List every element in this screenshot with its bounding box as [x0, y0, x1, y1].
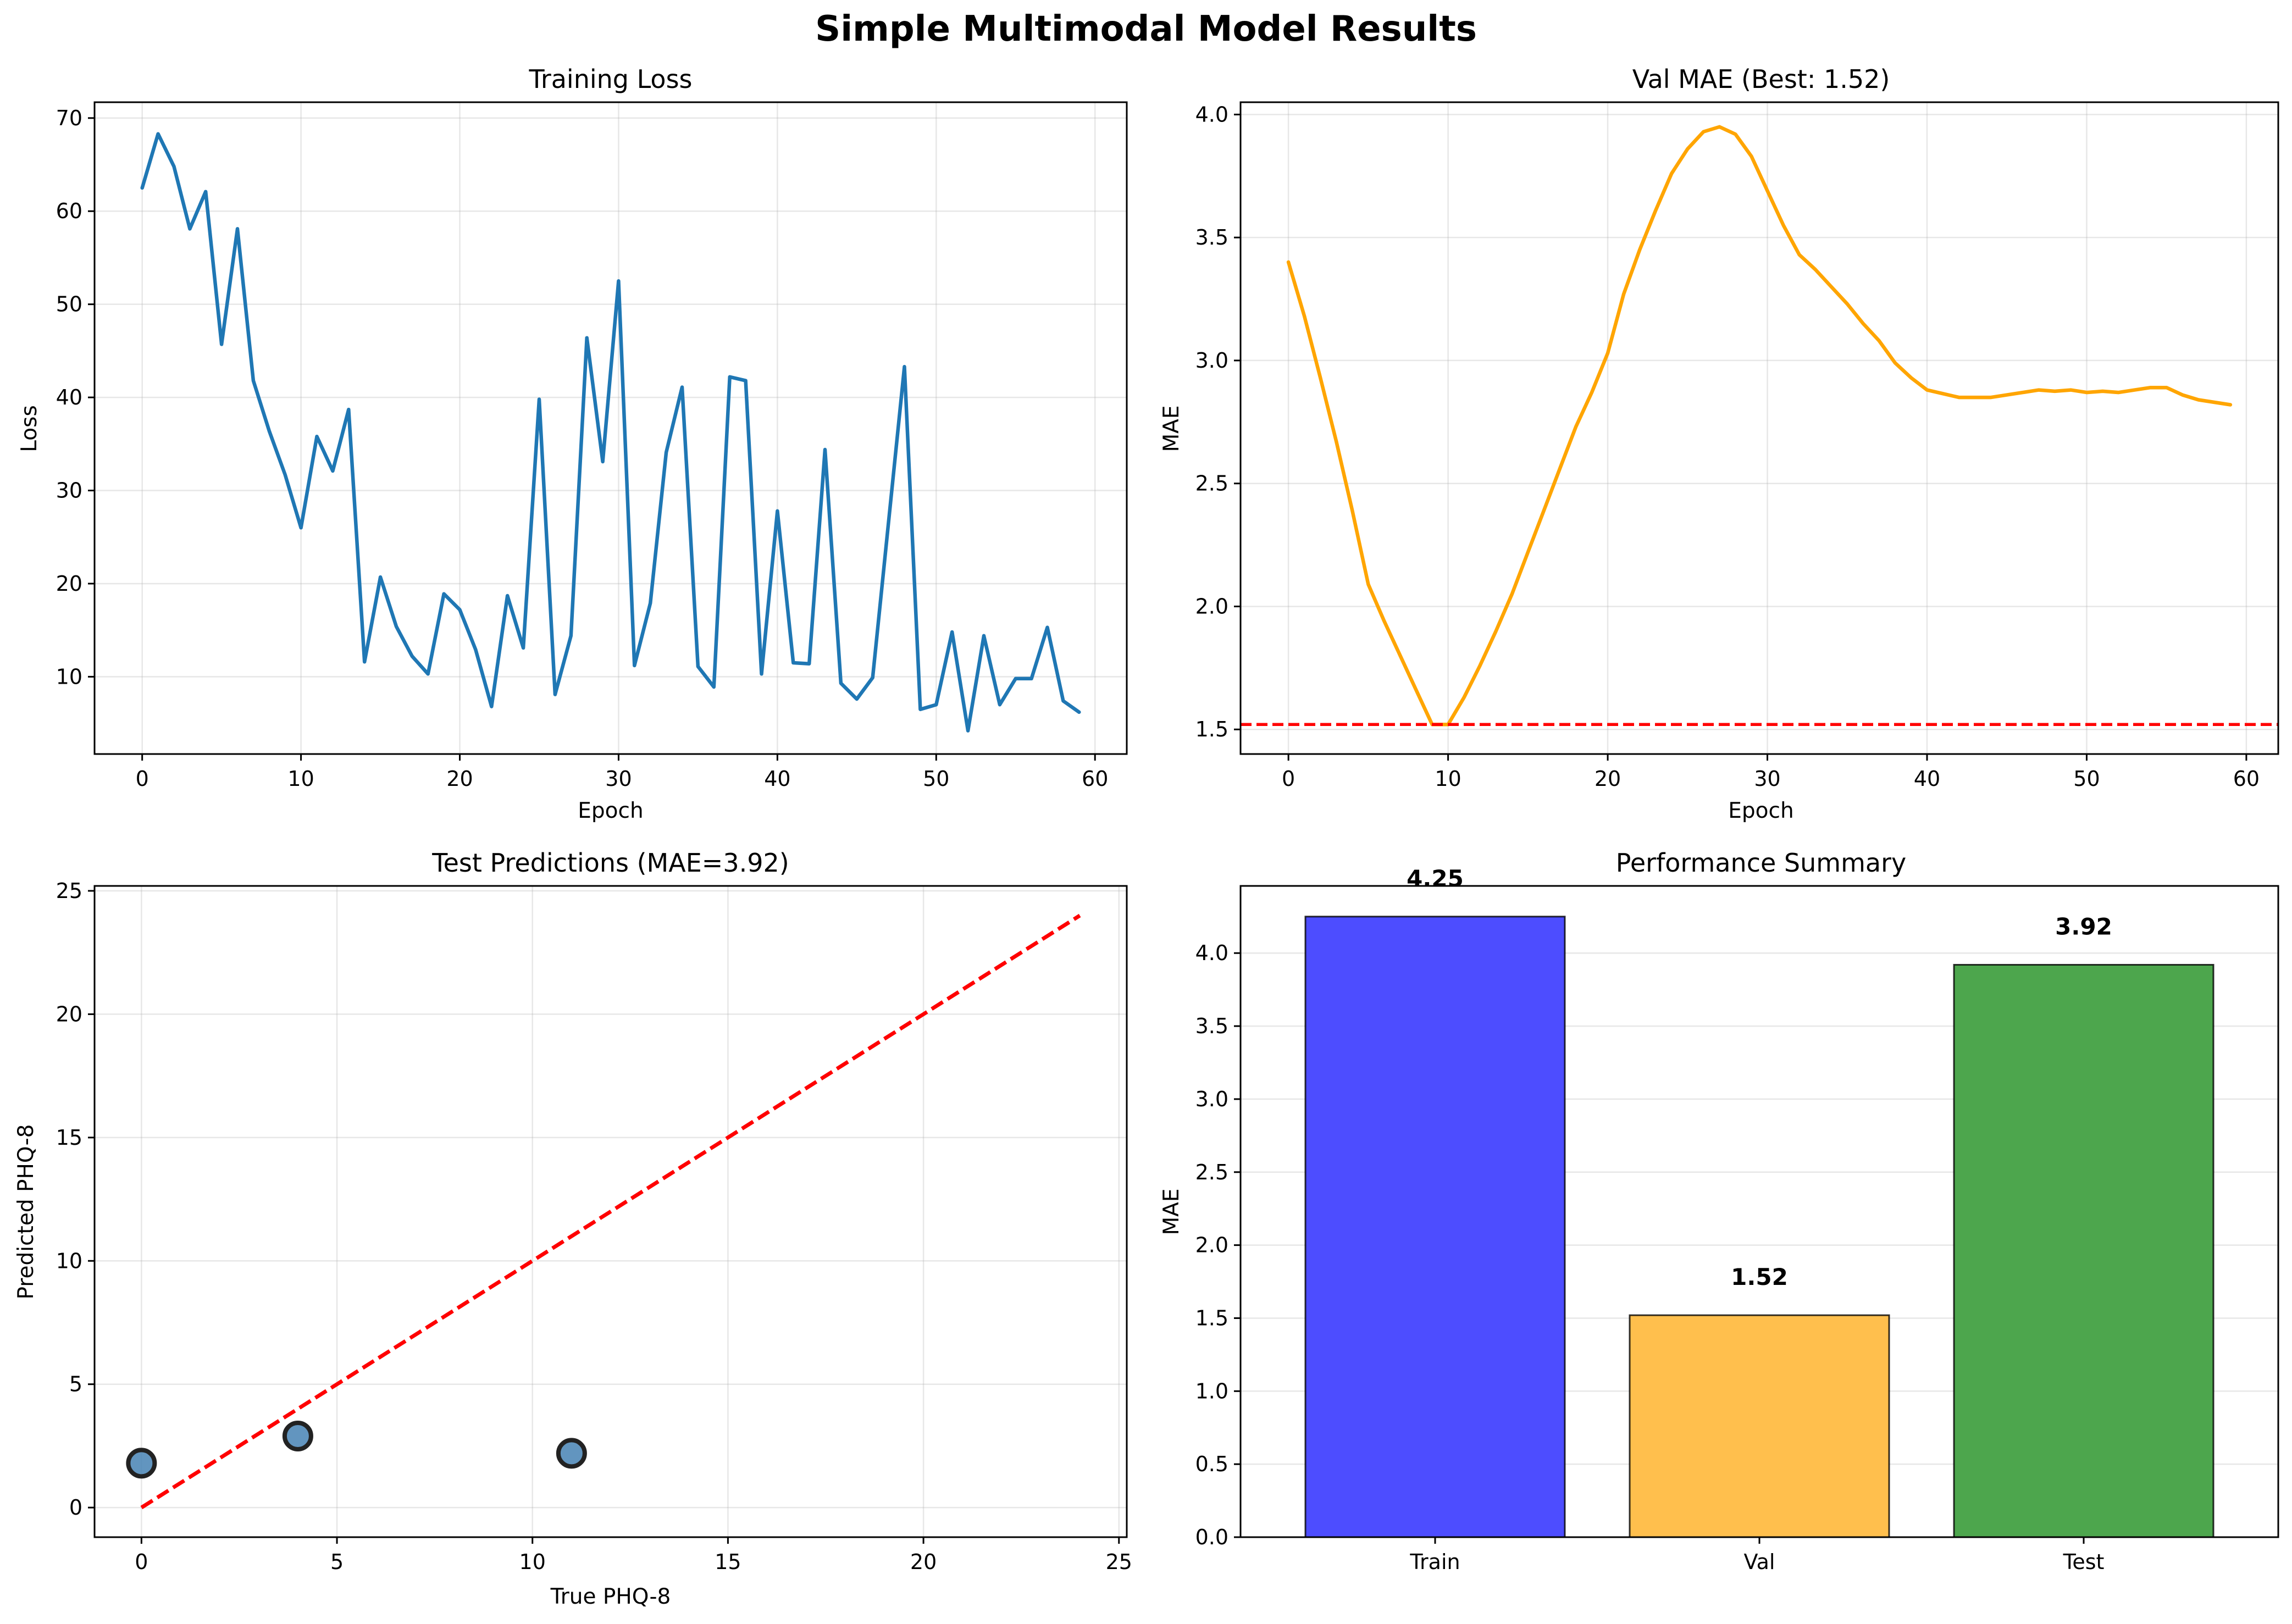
- test-predictions-chart-xtick-label: 25: [1106, 1550, 1132, 1574]
- performance-summary-chart-ytick-label: 2.5: [1195, 1160, 1228, 1184]
- performance-summary-chart-xtick-label: Train: [1409, 1550, 1460, 1574]
- performance-summary-chart-ytick-label: 1.5: [1195, 1306, 1228, 1330]
- performance-summary-chart-value-label: 3.92: [2055, 913, 2112, 940]
- test-predictions-chart-xlabel: True PHQ-8: [550, 1584, 671, 1609]
- figure-title: Simple Multimodal Model Results: [815, 9, 1477, 49]
- loss-chart-ytick-label: 40: [56, 385, 82, 409]
- performance-summary-chart-axes-frame: [1239, 885, 2279, 1538]
- test-predictions-chart-plot: 0 5 10 15 20 25 0 5 10 15 20 25: [56, 879, 1132, 1574]
- performance-summary-chart-ytick-label: 0.5: [1195, 1452, 1228, 1476]
- test-predictions-chart-xtick-label: 0: [135, 1550, 148, 1574]
- performance-summary-chart-ytick-label: 0.0: [1195, 1525, 1228, 1549]
- loss-chart-axes-frame: [93, 101, 1128, 755]
- performance-summary-chart-panel: Performance Summary MAE 0.0 0.5 1.0 1.5 2.0 2…: [1159, 848, 2279, 1574]
- loss-chart-ytick-label: 50: [56, 292, 82, 317]
- test-predictions-chart-point: [282, 1420, 313, 1451]
- val-mae-chart-xtick-label: 10: [1435, 767, 1461, 791]
- loss-chart-xlabel: Epoch: [578, 799, 643, 823]
- test-predictions-chart-identity-line: [140, 913, 1081, 1510]
- performance-summary-chart-value-label: 4.25: [1407, 865, 1464, 892]
- test-predictions-chart-axes-frame: [93, 885, 1128, 1538]
- val-mae-chart-xtick-label: 30: [1754, 767, 1780, 791]
- test-predictions-chart-title: Test Predictions (MAE=3.92): [431, 848, 789, 878]
- val-mae-chart-axes-frame: [1239, 101, 2279, 755]
- test-predictions-chart-ytick-label: 5: [69, 1372, 82, 1396]
- val-mae-chart-xtick-label: 40: [1914, 767, 1940, 791]
- test-predictions-chart-ytick-label: 15: [56, 1126, 82, 1150]
- test-predictions-chart-xtick-label: 20: [910, 1550, 937, 1574]
- performance-summary-chart-ylabel: MAE: [1159, 1189, 1184, 1235]
- val-mae-chart-ytick-label: 3.5: [1195, 225, 1228, 250]
- test-predictions-chart-ytick-label: 25: [56, 879, 82, 903]
- performance-summary-chart-xtick-label: Test: [2063, 1550, 2105, 1574]
- loss-chart-plot: 10 20 30 40 50 60 70 0 10 20 30 40 50 60: [56, 101, 1128, 791]
- performance-summary-chart-ytick-label: 4.0: [1195, 941, 1228, 965]
- test-predictions-chart-xtick-label: 15: [715, 1550, 741, 1574]
- performance-summary-chart-value-label: 1.52: [1731, 1263, 1788, 1290]
- loss-chart-xtick-label: 0: [136, 767, 149, 791]
- test-predictions-chart-xtick-label: 5: [330, 1550, 344, 1574]
- loss-chart-ytick-label: 70: [56, 106, 82, 130]
- loss-chart-panel: Training Loss Epoch Loss 10 20 30 40 50 60 70 0…: [17, 64, 1128, 823]
- test-predictions-chart-ytick-label: 20: [56, 1002, 82, 1026]
- loss-chart-title: Training Loss: [528, 64, 692, 94]
- val-mae-chart-xtick-label: 20: [1595, 767, 1621, 791]
- performance-summary-chart-ytick-label: 2.0: [1195, 1233, 1228, 1257]
- loss-chart-ytick-label: 30: [56, 479, 82, 503]
- val-mae-chart-xtick-label: 0: [1282, 767, 1295, 791]
- loss-chart-xtick-label: 10: [287, 767, 314, 791]
- test-predictions-chart-ylabel: Predicted PHQ-8: [14, 1124, 38, 1300]
- loss-chart-ylabel: Loss: [17, 405, 42, 452]
- val-mae-chart-ytick-label: 1.5: [1195, 717, 1228, 741]
- val-mae-chart-panel: Val MAE (Best: 1.52) Epoch MAE 1.5 2.0 2.5…: [1159, 64, 2279, 823]
- test-predictions-chart-point: [126, 1448, 157, 1479]
- performance-summary-chart-ytick-label: 3.0: [1195, 1087, 1228, 1111]
- val-mae-chart-ytick-label: 2.0: [1195, 594, 1228, 618]
- test-predictions-chart-xtick-label: 10: [519, 1550, 546, 1574]
- loss-chart-ytick-label: 60: [56, 199, 82, 223]
- performance-summary-chart-bar-val: [1629, 1314, 1890, 1538]
- test-predictions-chart-ytick-label: 10: [56, 1249, 82, 1273]
- val-mae-chart-ytick-label: 4.0: [1195, 102, 1228, 126]
- performance-summary-chart-plot: 0.0 0.5 1.0 1.5 2.0 2.5 3.0 3.5 4.0 Train Val Test 4…: [1195, 865, 2279, 1574]
- val-mae-chart-plot: 1.5 2.0 2.5 3.0 3.5 4.0 0 10 20 30 40 50 60: [1195, 101, 2279, 791]
- loss-chart-xtick-label: 30: [605, 767, 632, 791]
- val-mae-chart-xtick-label: 50: [2073, 767, 2100, 791]
- loss-chart-xtick-label: 50: [923, 767, 949, 791]
- loss-chart-xtick-label: 40: [764, 767, 790, 791]
- val-mae-chart-title: Val MAE (Best: 1.52): [1632, 64, 1890, 94]
- val-mae-chart-series-line: [1286, 125, 2233, 727]
- loss-chart-series-line: [140, 132, 1081, 733]
- performance-summary-chart-title: Performance Summary: [1616, 848, 1906, 878]
- test-predictions-chart-panel: Test Predictions (MAE=3.92) True PHQ-8 P…: [14, 848, 1132, 1609]
- performance-summary-chart-bar-test: [1953, 963, 2215, 1538]
- val-mae-chart-xlabel: Epoch: [1728, 799, 1793, 823]
- performance-summary-chart-bar-train: [1304, 916, 1566, 1538]
- test-predictions-chart-point: [556, 1438, 587, 1469]
- loss-chart-ytick-label: 20: [56, 572, 82, 596]
- val-mae-chart-xtick-label: 60: [2233, 767, 2260, 791]
- val-mae-chart-ytick-label: 2.5: [1195, 472, 1228, 496]
- test-predictions-chart-ytick-label: 0: [69, 1495, 82, 1520]
- performance-summary-chart-ytick-label: 3.5: [1195, 1014, 1228, 1038]
- loss-chart-ytick-label: 10: [56, 664, 82, 689]
- val-mae-chart-ytick-label: 3.0: [1195, 348, 1228, 373]
- loss-chart-xtick-label: 20: [446, 767, 473, 791]
- loss-chart-xtick-label: 60: [1082, 767, 1108, 791]
- performance-summary-chart-ytick-label: 1.0: [1195, 1379, 1228, 1403]
- val-mae-chart-ylabel: MAE: [1159, 406, 1184, 452]
- performance-summary-chart-xtick-label: Val: [1744, 1550, 1775, 1574]
